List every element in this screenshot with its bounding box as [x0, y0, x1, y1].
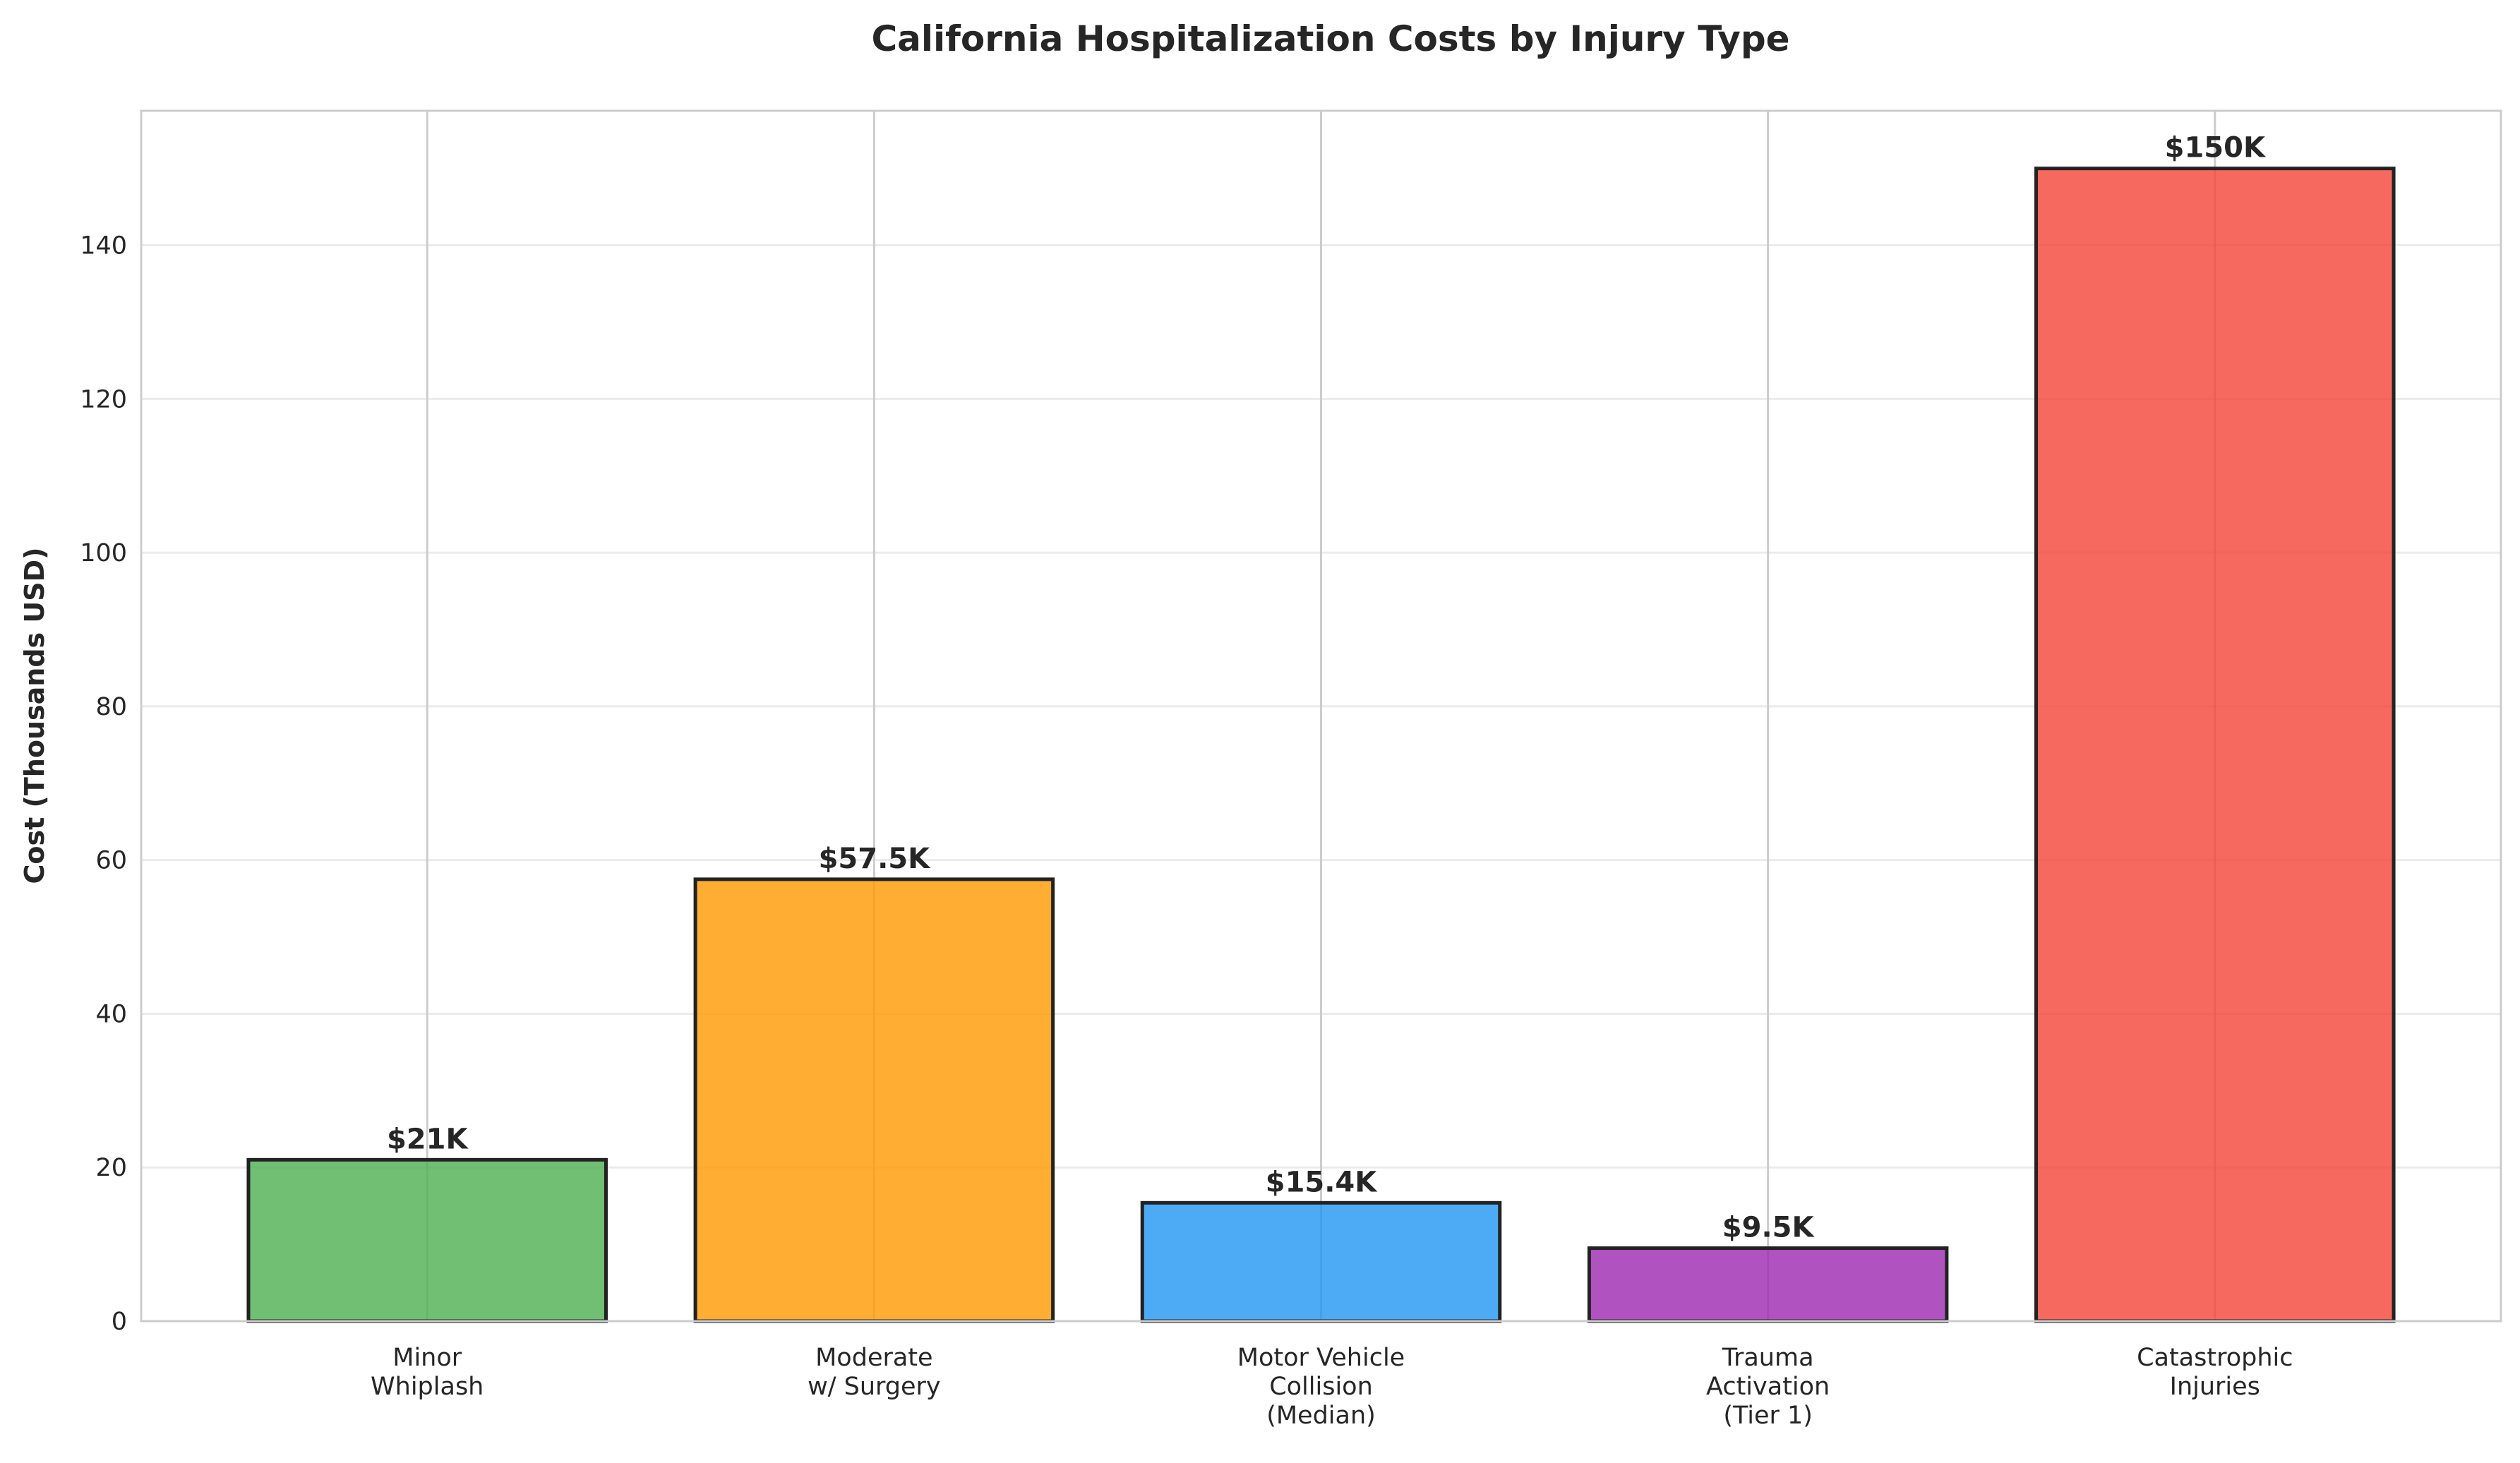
- bar: [693, 877, 1055, 1323]
- bar-value-label: $15.4K: [1266, 1166, 1379, 1198]
- y-tick-label: 80: [95, 693, 127, 721]
- x-tick-label: Trauma: [1722, 1344, 1814, 1372]
- x-tick-label: Collision: [1269, 1373, 1373, 1401]
- y-axis-label: Cost (Thousands USD): [19, 547, 50, 884]
- y-tick-label: 60: [95, 847, 127, 875]
- y-tick-label: 120: [80, 385, 127, 414]
- bar-value-label: $9.5K: [1722, 1212, 1816, 1244]
- chart-title: California Hospitalization Costs by Inju…: [871, 18, 1789, 59]
- x-tick-label: Motor Vehicle: [1237, 1344, 1405, 1372]
- y-tick-label: 40: [95, 1000, 127, 1028]
- y-tick-label: 0: [112, 1308, 127, 1336]
- y-tick-label: 140: [80, 232, 127, 260]
- x-tick-label: (Tier 1): [1723, 1402, 1813, 1430]
- bar-value-label: $57.5K: [819, 843, 932, 875]
- bar: [1587, 1246, 1949, 1323]
- bar: [2034, 167, 2396, 1323]
- y-tick-label: 20: [95, 1154, 127, 1182]
- x-tick-label: (Median): [1266, 1402, 1376, 1430]
- data-labels: $21K $57.5K $15.4K $9.5K $150K: [387, 132, 2267, 1244]
- bar-value-label: $150K: [2165, 132, 2267, 164]
- x-tick-label: Whiplash: [371, 1373, 484, 1401]
- bar-value-label: $21K: [387, 1123, 469, 1155]
- bar: [246, 1157, 608, 1323]
- y-tick-label: 100: [80, 539, 127, 567]
- bars: [246, 167, 2396, 1323]
- y-ticks: 0 20 40 60 80 100 120 140: [80, 232, 127, 1336]
- x-tick-label: w/ Surgery: [808, 1373, 941, 1401]
- x-tick-label: Catastrophic: [2137, 1344, 2293, 1372]
- bar: [1140, 1200, 1502, 1323]
- x-tick-label: Minor: [392, 1344, 462, 1372]
- x-tick-label: Activation: [1706, 1373, 1830, 1401]
- plot-frame: [140, 109, 2502, 1323]
- x-tick-label: Injuries: [2170, 1373, 2260, 1401]
- x-tick-label: Moderate: [815, 1344, 932, 1372]
